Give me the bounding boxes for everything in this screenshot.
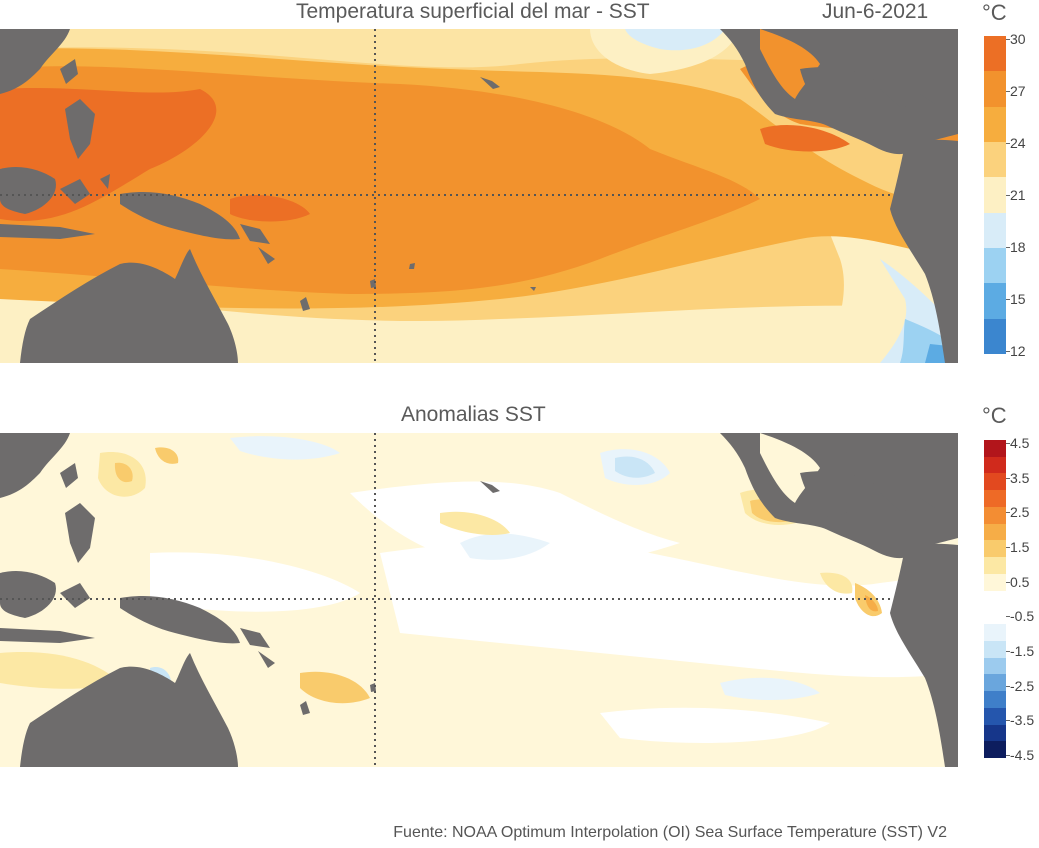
anomaly-colorbar-tick-mark — [1006, 720, 1010, 722]
anomaly-colorbar-swatch — [984, 506, 1006, 525]
anomaly-colorbar-swatch — [984, 523, 1006, 541]
sst-colorbar-tick-mark — [1006, 299, 1010, 300]
anomaly-colorbar-tick-label: 4.5 — [1010, 435, 1030, 451]
anomaly-colorbar-tick-mark — [1006, 651, 1010, 652]
sst-date: Jun-6-2021 — [822, 0, 929, 23]
sst-map — [0, 29, 958, 363]
anomaly-colorbar-tick-mark — [1006, 581, 1010, 583]
sst-colorbar-tick-mark — [1006, 247, 1010, 248]
anomaly-map-title: Anomalias SST — [401, 403, 546, 426]
sst-colorbar-tick-label: 18 — [1010, 239, 1026, 255]
anomaly-colorbar-tick-label: 0.5 — [1010, 573, 1030, 590]
sst-colorbar-swatch — [984, 212, 1006, 249]
anomaly-colorbar-tick-label: -2.5 — [1010, 677, 1035, 694]
sst-unit-label: °C — [982, 0, 1007, 25]
anomaly-colorbar-swatch — [984, 573, 1006, 592]
sst-colorbar-swatch — [984, 177, 1006, 214]
anomaly-colorbar-swatch — [984, 473, 1006, 491]
sst-colorbar-tick-mark — [1006, 143, 1010, 144]
sst-colorbar-tick-label: 30 — [1010, 31, 1026, 47]
anomaly-colorbar-swatch — [984, 440, 1006, 458]
anomaly-colorbar-tick-label: 1.5 — [1010, 539, 1030, 555]
sst-colorbar-swatch — [984, 36, 1006, 72]
anomaly-colorbar-swatch — [984, 640, 1006, 659]
sst-colorbar — [984, 36, 1006, 355]
sst-colorbar-swatch — [984, 318, 1006, 355]
anomaly-colorbar-tick-mark — [1006, 547, 1010, 548]
anomaly-colorbar-tick-label: 2.5 — [1010, 504, 1030, 521]
sst-colorbar-tick-label: 15 — [1010, 291, 1026, 307]
sst-colorbar-tick-label: 12 — [1010, 343, 1026, 359]
anomaly-colorbar-tick-mark — [1006, 685, 1010, 687]
sst-map-title: Temperatura superficial del mar - SST — [296, 0, 650, 23]
sst-colorbar-tick-mark — [1006, 91, 1010, 92]
sst-colorbar-tick-mark — [1006, 195, 1010, 196]
anomaly-colorbar-tick-label: -1.5 — [1010, 643, 1035, 659]
anomaly-colorbar-swatch — [984, 557, 1006, 575]
anomaly-colorbar-swatch — [984, 490, 1006, 508]
anomaly-colorbar-tick-mark — [1006, 443, 1010, 444]
anomaly-colorbar-tick-mark — [1006, 616, 1010, 618]
anomaly-colorbar-swatch — [984, 674, 1006, 692]
sst-colorbar-swatch — [984, 106, 1006, 143]
anomaly-colorbar — [984, 440, 1006, 759]
sst-colorbar-swatch — [984, 283, 1006, 320]
anomaly-colorbar-tick-mark — [1006, 512, 1010, 514]
sst-colorbar-tick-mark — [1006, 39, 1010, 40]
anomaly-colorbar-swatch — [984, 707, 1006, 726]
anomaly-colorbar-swatch — [984, 724, 1006, 742]
sst-colorbar-tick-label: 21 — [1010, 187, 1026, 203]
data-source: Fuente: NOAA Optimum Interpolation (OI) … — [393, 824, 947, 841]
sst-colorbar-tick-label: 27 — [1010, 83, 1026, 99]
anomaly-colorbar-tick-label: -0.5 — [1010, 608, 1035, 625]
sst-colorbar-swatch — [984, 142, 1006, 178]
sst-colorbar-swatch — [984, 248, 1006, 284]
anomaly-colorbar-swatch — [984, 456, 1006, 474]
anomaly-colorbar-tick-label: -3.5 — [1010, 712, 1035, 729]
anomaly-colorbar-swatch — [984, 607, 1006, 625]
anomaly-colorbar-tick-mark — [1006, 755, 1010, 756]
sst-colorbar-tick-label: 24 — [1010, 135, 1026, 151]
anomaly-colorbar-swatch — [984, 691, 1006, 709]
anomaly-unit-label: °C — [982, 403, 1007, 428]
anomaly-colorbar-tick-mark — [1006, 477, 1010, 479]
anomaly-colorbar-tick-label: -4.5 — [1010, 747, 1035, 763]
anomaly-colorbar-swatch — [984, 540, 1006, 558]
anomaly-colorbar-swatch — [984, 657, 1006, 675]
sst-colorbar-swatch — [984, 71, 1006, 108]
anomaly-colorbar-swatch — [984, 741, 1006, 759]
sst-colorbar-tick-mark — [1006, 351, 1010, 352]
anomaly-map — [0, 433, 958, 767]
anomaly-colorbar-swatch — [984, 590, 1006, 608]
anomaly-colorbar-tick-label: 3.5 — [1010, 469, 1030, 486]
anomaly-colorbar-swatch — [984, 624, 1006, 642]
